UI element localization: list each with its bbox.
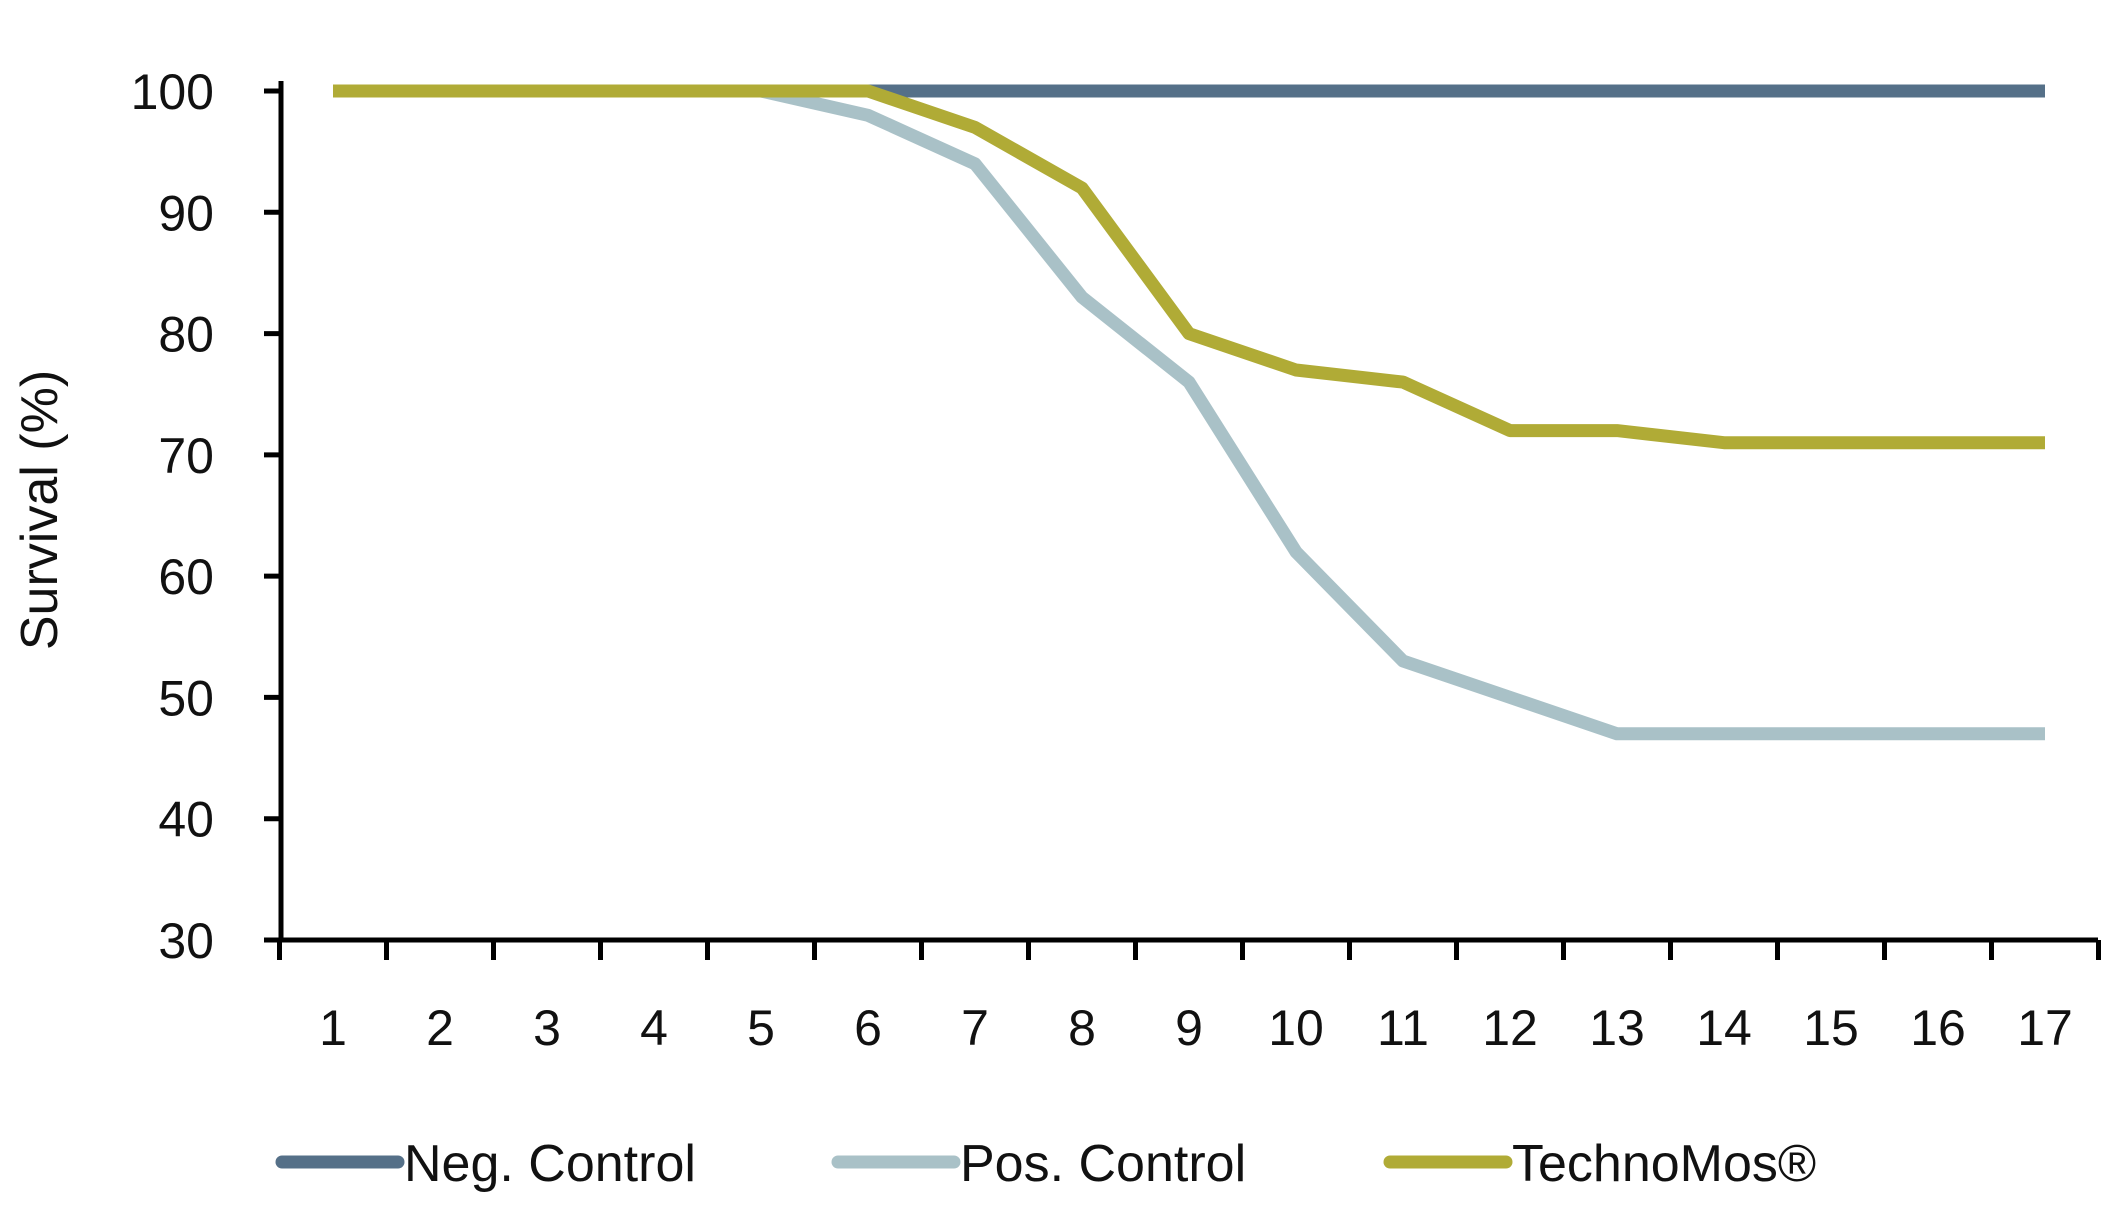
- x-tick-label: 2: [426, 1000, 454, 1056]
- y-tick-label: 50: [158, 670, 214, 726]
- x-tick-label: 7: [961, 1000, 989, 1056]
- x-tick-label: 6: [854, 1000, 882, 1056]
- y-tick-label: 60: [158, 549, 214, 605]
- legend-label-2: Pos. Control: [960, 1135, 1246, 1193]
- y-tick-label: 70: [158, 428, 214, 484]
- series-line-2: [333, 84, 2045, 741]
- series-layer: [333, 84, 2045, 741]
- x-tick-label: 3: [533, 1000, 561, 1056]
- x-tick-label: 15: [1803, 1000, 1859, 1056]
- x-tick-label: 10: [1268, 1000, 1324, 1056]
- x-tick-label: 16: [1910, 1000, 1966, 1056]
- axes-layer: [278, 81, 2098, 943]
- legend-label-3: TechnoMos®: [1512, 1135, 1816, 1193]
- y-tick-label: 80: [158, 307, 214, 363]
- x-tick-label: 8: [1068, 1000, 1096, 1056]
- x-tick-label: 12: [1482, 1000, 1538, 1056]
- x-tick-label: 4: [640, 1000, 668, 1056]
- x-tick-label: 9: [1175, 1000, 1203, 1056]
- x-tick-label: 5: [747, 1000, 775, 1056]
- y-axis-title: Survival (%): [11, 370, 69, 650]
- x-tick-label: 17: [2017, 1000, 2073, 1056]
- series-line-3: [333, 84, 2045, 450]
- y-tick-label: 100: [131, 64, 214, 120]
- y-tick-label: 90: [158, 185, 214, 241]
- legend: Neg. Control Pos. Control TechnoMos®: [275, 1135, 1816, 1193]
- y-tick-label: 40: [158, 792, 214, 848]
- x-tick-label: 1: [319, 1000, 347, 1056]
- legend-label-1: Neg. Control: [404, 1135, 696, 1193]
- y-tick-label: 30: [158, 913, 214, 969]
- x-tick-label: 13: [1589, 1000, 1645, 1056]
- x-tick-label: 11: [1377, 1000, 1429, 1056]
- x-tick-label: 14: [1696, 1000, 1752, 1056]
